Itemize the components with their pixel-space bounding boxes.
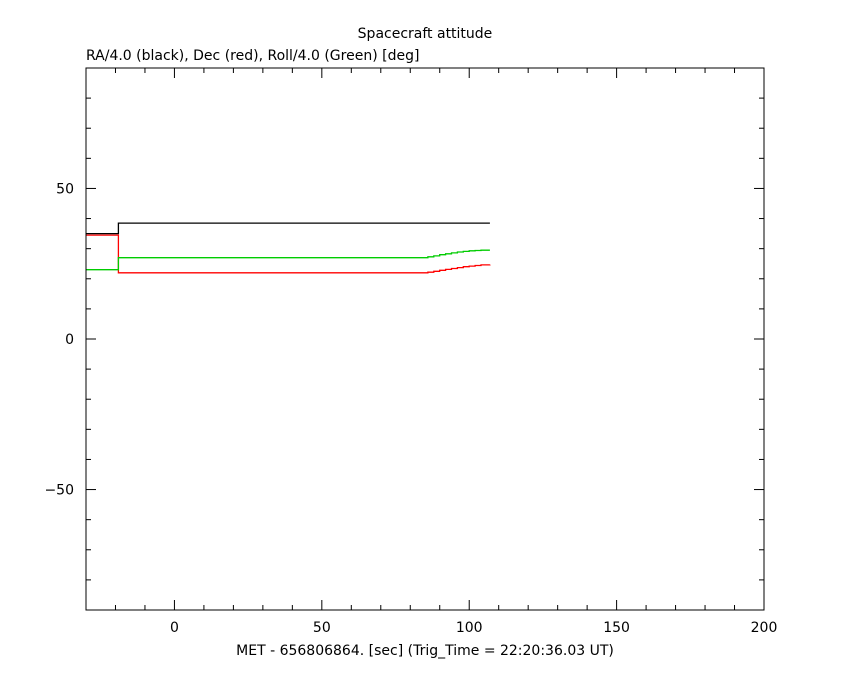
series-line-1	[86, 234, 491, 274]
x-tick-label: 100	[456, 620, 483, 636]
x-tick-label: 0	[170, 620, 179, 636]
x-tick-label: 150	[603, 620, 630, 636]
chart-subtitle: RA/4.0 (black), Dec (red), Roll/4.0 (Gre…	[86, 48, 419, 64]
plot-area: 0 50 100 150 200 −50 0 50	[44, 67, 778, 636]
y-tick-label: 0	[65, 332, 74, 348]
x-tick-label: 50	[313, 620, 331, 636]
plot-frame	[85, 67, 765, 611]
x-tick-label: 200	[751, 620, 778, 636]
chart-title: Spacecraft attitude	[358, 26, 493, 42]
x-axis-label: MET - 656806864. [sec] (Trig_Time = 22:2…	[236, 643, 614, 659]
series-line-2	[86, 249, 490, 271]
y-tick-label: 50	[56, 181, 74, 197]
series-line-0	[86, 222, 490, 235]
y-tick-label: −50	[44, 483, 74, 499]
